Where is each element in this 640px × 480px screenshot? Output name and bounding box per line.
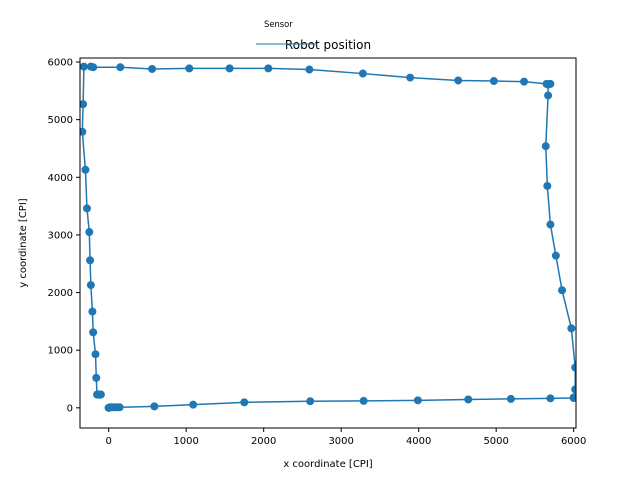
x-tick-label: 4000 bbox=[406, 436, 431, 447]
data-point bbox=[88, 307, 97, 316]
chart-title: Robot position bbox=[285, 38, 371, 52]
data-point bbox=[546, 220, 555, 229]
data-point bbox=[82, 204, 91, 213]
data-point bbox=[541, 142, 550, 151]
y-axis-label: y coordinate [CPI] bbox=[18, 198, 29, 287]
data-point bbox=[358, 69, 367, 78]
data-point bbox=[81, 165, 90, 174]
data-point bbox=[96, 390, 105, 399]
data-point bbox=[520, 77, 529, 86]
data-point bbox=[546, 394, 555, 403]
data-point bbox=[306, 397, 315, 406]
data-point bbox=[406, 73, 415, 82]
data-point bbox=[92, 373, 101, 382]
data-point bbox=[413, 396, 422, 405]
data-point bbox=[185, 64, 194, 73]
data-point bbox=[567, 324, 576, 333]
x-tick-label: 3000 bbox=[328, 436, 353, 447]
data-point bbox=[543, 181, 552, 190]
data-point bbox=[454, 76, 463, 85]
data-point bbox=[89, 328, 98, 337]
data-point bbox=[240, 398, 249, 407]
y-tick-label: 1000 bbox=[48, 346, 73, 357]
data-point bbox=[80, 100, 88, 109]
data-point bbox=[189, 400, 198, 409]
data-point bbox=[225, 64, 234, 73]
x-tick-label: 5000 bbox=[483, 436, 508, 447]
data-point bbox=[542, 79, 551, 88]
data-point bbox=[558, 286, 567, 295]
data-point bbox=[148, 64, 157, 73]
x-tick-label: 1000 bbox=[173, 436, 198, 447]
y-tick-label: 4000 bbox=[48, 173, 73, 184]
x-tick-label: 2000 bbox=[251, 436, 276, 447]
y-tick-label: 0 bbox=[67, 403, 73, 414]
data-point bbox=[571, 385, 576, 394]
data-point bbox=[544, 91, 553, 100]
data-point bbox=[85, 228, 94, 237]
legend-label-sensor: Sensor bbox=[264, 19, 293, 29]
data-point bbox=[305, 65, 314, 74]
x-axis-ticks: 0 1000 2000 3000 4000 5000 6000 bbox=[105, 428, 586, 447]
y-tick-label: 3000 bbox=[48, 230, 73, 241]
data-point bbox=[80, 127, 87, 136]
data-point bbox=[91, 350, 100, 359]
x-tick-label: 6000 bbox=[561, 436, 586, 447]
data-point bbox=[116, 63, 125, 72]
x-tick-label: 0 bbox=[105, 436, 111, 447]
x-axis-label: x coordinate [CPI] bbox=[283, 459, 372, 470]
y-tick-label: 2000 bbox=[48, 288, 73, 299]
data-point bbox=[506, 394, 515, 403]
data-point bbox=[115, 403, 124, 412]
data-point bbox=[86, 281, 95, 290]
data-point bbox=[464, 395, 473, 404]
y-axis-ticks: 0 1000 2000 3000 4000 5000 6000 bbox=[48, 58, 80, 414]
plot-marks bbox=[80, 62, 576, 412]
data-point bbox=[569, 393, 576, 402]
axes-frame bbox=[79, 57, 577, 429]
data-point bbox=[86, 256, 95, 265]
y-tick-label: 6000 bbox=[48, 58, 73, 69]
y-tick-label: 5000 bbox=[48, 115, 73, 126]
data-point bbox=[551, 251, 560, 260]
data-point bbox=[571, 363, 576, 372]
data-point bbox=[264, 64, 273, 73]
data-point bbox=[150, 402, 159, 411]
data-point bbox=[80, 62, 88, 71]
data-point bbox=[359, 396, 368, 405]
data-point bbox=[86, 62, 95, 71]
data-point bbox=[489, 77, 498, 86]
legend: Sensor bbox=[256, 19, 316, 45]
